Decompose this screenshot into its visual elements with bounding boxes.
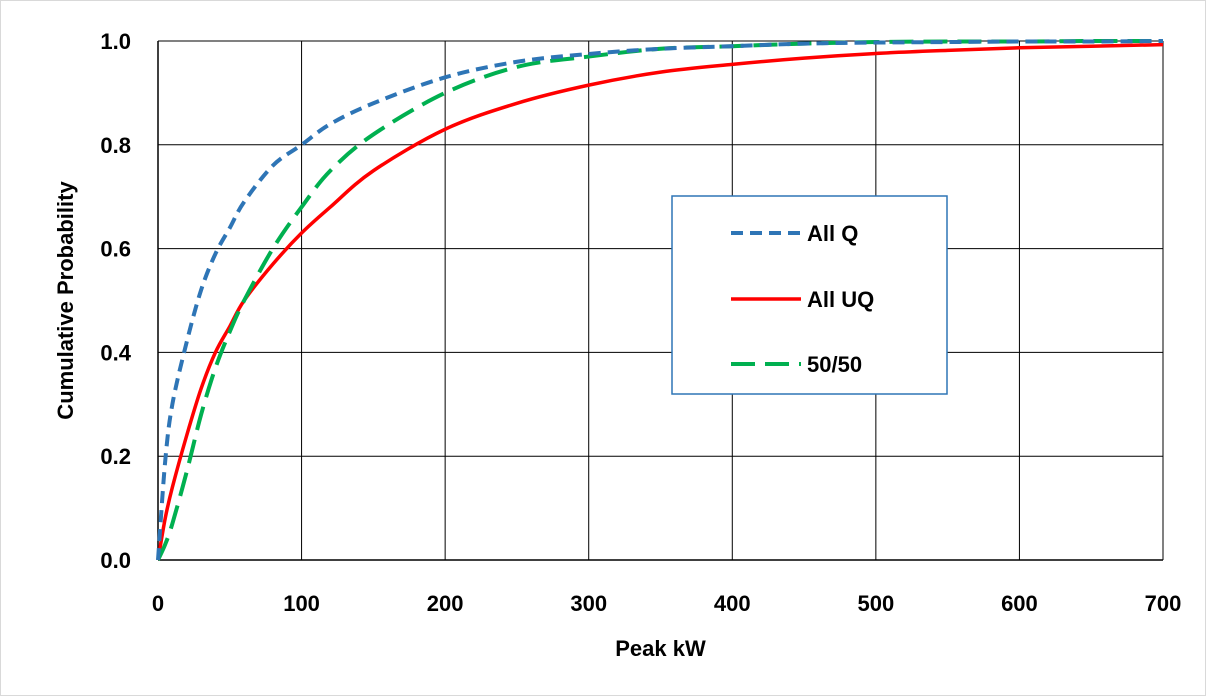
y-tick-label: 0.8 (100, 133, 131, 158)
series-lines (156, 38, 1164, 561)
legend-label: 50/50 (807, 352, 862, 377)
y-tick-label: 0.6 (100, 237, 131, 262)
y-tick-label: 0.0 (100, 548, 131, 573)
y-tick-label: 1.0 (100, 29, 131, 54)
x-tick-label: 100 (283, 591, 320, 616)
x-tick-label: 0 (152, 591, 164, 616)
legend-label: All UQ (807, 287, 874, 312)
x-tick-label: 400 (714, 591, 751, 616)
y-tick-label: 0.2 (100, 444, 131, 469)
legend-box (671, 195, 948, 395)
axes (157, 41, 1163, 561)
x-axis-title: Peak kW (615, 636, 706, 661)
x-tick-label: 200 (427, 591, 464, 616)
x-tick-label: 700 (1145, 591, 1182, 616)
series-line-fifty-fifty (156, 38, 1164, 561)
y-tick-label: 0.4 (100, 340, 131, 365)
legend-items: All Q All UQ 50/50 (731, 221, 874, 377)
y-axis-title: Cumulative Probability (53, 181, 78, 420)
legend: All Q All UQ 50/50 (671, 195, 948, 395)
x-tick-label: 500 (857, 591, 894, 616)
series-line-all-uq (156, 42, 1164, 561)
legend-label: All Q (807, 221, 858, 246)
tick-labels: 0 100 200 300 400 500 600 700 0.0 0.2 0.4 0.6 0.8 1.0 (100, 29, 1181, 616)
series-line-all-q (156, 39, 1164, 561)
x-tick-label: 600 (1001, 591, 1038, 616)
x-tick-label: 300 (570, 591, 607, 616)
grid (157, 40, 1164, 561)
